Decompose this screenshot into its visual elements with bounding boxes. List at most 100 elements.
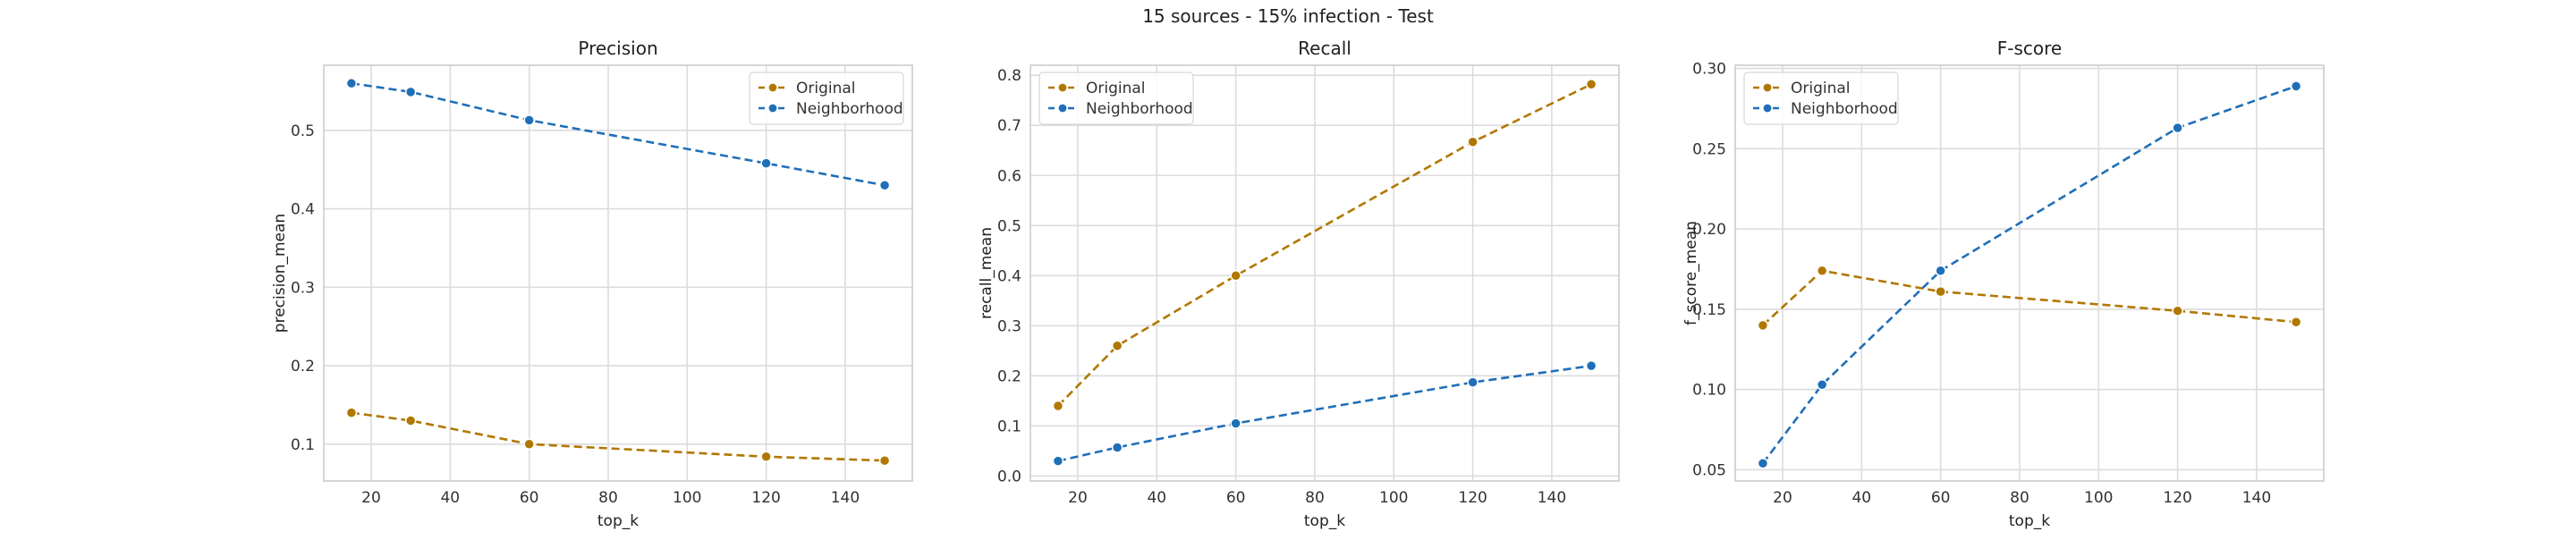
data-point [1230,270,1241,282]
data-point [1816,265,1828,277]
data-point [1935,265,1946,277]
legend: Original Neighborhood [749,72,904,125]
chart-title: Recall [1298,38,1352,59]
data-point [878,179,891,191]
data-point [1230,418,1241,429]
data-point [2290,80,2302,92]
series-neighborhood [1052,359,1597,467]
data-point [1052,455,1064,467]
x-tick-label: 20 [361,489,381,507]
x-tick-label: 140 [2242,489,2271,507]
data-point [1111,442,1123,453]
x-tick-label: 100 [1379,489,1408,507]
legend-label: Neighborhood [796,100,903,118]
y-tick-label: 0.0 [997,468,1021,485]
x-tick-label: 140 [1538,489,1566,507]
legend: Original Neighborhood [1038,72,1194,125]
data-point [345,77,358,89]
x-tick-label: 80 [1305,489,1325,507]
legend-box [1038,72,1194,125]
chart-panel-1: 20 40 60 80 100 120 140 0.1 0.2 0.3 0.4 0.5 Precisio… [271,38,913,530]
series-original [345,407,891,467]
series-line [1056,83,1592,407]
x-tick-label: 20 [1068,489,1088,507]
x-tick-label: 40 [1147,489,1166,507]
y-tick-label: 0.15 [1692,301,1726,319]
series-original [1052,79,1597,412]
legend-marker [1057,82,1068,93]
data-point [1757,458,1769,469]
legend-label: Neighborhood [1086,100,1193,118]
data-point [878,454,891,467]
legend-marker [1057,103,1068,114]
y-axis-label: precision_mean [271,214,289,333]
x-axis-label: top_k [2009,512,2050,530]
data-point [523,438,535,451]
plot-frame [323,64,913,482]
x-tick-label: 40 [440,489,460,507]
series-line [1761,85,2297,465]
data-point [1935,285,1946,298]
y-tick-label: 0.05 [1692,461,1726,479]
data-point [1585,359,1597,372]
data-point [1585,79,1597,90]
y-tick-label: 0.20 [1692,221,1726,239]
data-point [523,114,535,126]
legend-label: Original [1791,80,1851,97]
data-point [1816,379,1828,391]
y-tick-label: 0.7 [997,117,1021,135]
legend-box [1743,72,1899,125]
x-axis-label: top_k [1304,512,1345,530]
y-tick-label: 0.1 [997,418,1021,435]
data-point [1467,136,1479,148]
y-axis-label: recall_mean [978,227,996,319]
data-point [760,451,772,463]
legend-marker [1762,103,1773,114]
data-point [404,415,417,426]
legend-label: Original [1086,80,1146,97]
data-point [1757,319,1769,332]
y-tick-label: 0.4 [997,267,1021,285]
plot-area [324,65,912,481]
x-tick-label: 120 [2163,489,2191,507]
legend-entry-original: Original [1048,80,1146,97]
legend-entry-neighborhood: Neighborhood [1048,100,1193,118]
x-tick-label: 60 [1226,489,1246,507]
data-point [760,157,772,169]
y-tick-label: 0.8 [997,67,1021,85]
chart-panel-2: 20 40 60 80 100 120 140 0.0 0.1 0.2 0.3 0.4 0.5 0.6 0.… [978,38,1620,530]
chart-panel-3: 20 40 60 80 100 120 140 0.05 0.10 0.15 0.20 0.25 0.3… [1682,38,2325,530]
data-point [2290,316,2302,328]
series-original [1757,265,2302,332]
x-tick-label: 80 [598,489,618,507]
plot-area [1030,65,1619,481]
x-tick-label: 140 [831,489,860,507]
y-tick-label: 0.6 [997,167,1021,185]
x-tick-label: 20 [1773,489,1792,507]
x-tick-label: 100 [2084,489,2113,507]
y-tick-label: 0.25 [1692,140,1726,158]
plot-frame [1734,64,2325,482]
legend-label: Neighborhood [1791,100,1898,118]
data-point [2172,305,2183,316]
y-tick-label: 0.4 [291,201,315,219]
legend-box [749,72,904,125]
x-axis-label: top_k [597,512,639,530]
series-neighborhood [345,77,891,191]
data-point [1111,340,1123,351]
y-tick-label: 0.2 [291,358,315,375]
x-tick-label: 80 [2010,489,2029,507]
legend-entry-neighborhood: Neighborhood [1753,100,1898,118]
y-tick-label: 0.5 [997,217,1021,235]
x-tick-label: 40 [1852,489,1871,507]
figure-title: 15 sources - 15% infection - Test [1142,5,1434,27]
x-tick-label: 120 [751,489,780,507]
chart-title: F-score [1997,38,2062,59]
y-tick-label: 0.5 [291,122,315,140]
legend-marker [767,103,778,114]
y-tick-label: 0.30 [1692,61,1726,79]
series-neighborhood [1757,80,2302,469]
x-tick-label: 60 [520,489,539,507]
legend-entry-neighborhood: Neighborhood [758,100,903,118]
